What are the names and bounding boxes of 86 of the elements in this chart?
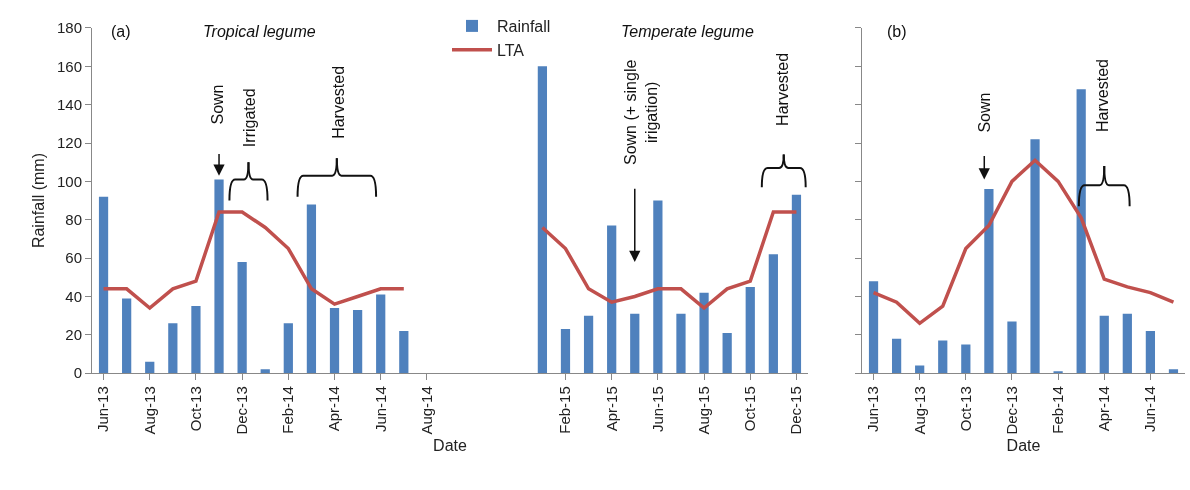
bar [1099, 315, 1109, 374]
bar [306, 204, 317, 374]
bar [868, 281, 879, 374]
y-tick-label: 60 [65, 249, 82, 267]
x-tick-label: Jun-15 [648, 386, 666, 433]
bar [260, 369, 270, 374]
annotation: Harvested [774, 52, 792, 126]
bar [891, 338, 902, 374]
x-tick-label: Jun-14 [1141, 386, 1159, 433]
y-tick-label: 80 [65, 211, 82, 228]
bar [1007, 321, 1017, 374]
bar [537, 66, 548, 374]
x-tick-label: Apr-14 [325, 386, 343, 432]
x-tick-label: Aug-14 [417, 386, 435, 435]
bar [352, 309, 363, 374]
bar [1053, 371, 1063, 374]
x-axis-title: Date [433, 437, 467, 455]
x-tick-label: Aug-15 [694, 386, 712, 435]
bar [745, 286, 755, 374]
y-tick-label: 40 [65, 287, 82, 305]
bar [768, 254, 778, 374]
bar [145, 361, 155, 374]
bar [984, 189, 994, 374]
bar [168, 323, 178, 374]
y-tick-label: 140 [56, 95, 82, 113]
bar [283, 323, 293, 374]
legend-label: LTA [497, 41, 525, 59]
annotation: Sown [975, 92, 993, 133]
y-tick-label: 120 [56, 134, 82, 152]
x-tick-label: Apr-14 [1095, 386, 1113, 432]
y-tick-label: 180 [56, 19, 82, 37]
bar [191, 306, 201, 374]
x-tick-label: Oct-13 [956, 386, 974, 432]
x-tick-label: Dec-13 [1002, 386, 1020, 435]
x-tick-label: Feb-14 [1048, 386, 1066, 434]
bar [560, 329, 571, 374]
bar [653, 200, 663, 374]
x-tick-label: Apr-15 [602, 386, 620, 432]
annotation: Sown [209, 84, 227, 125]
bar [1122, 313, 1132, 374]
annotation: (b) [887, 23, 907, 40]
bar [1030, 139, 1040, 374]
bar [722, 332, 732, 374]
annotation: Sown (+ single irigation) [622, 59, 661, 166]
bar [630, 313, 640, 374]
bar [237, 261, 247, 374]
annotation: (a) [111, 23, 131, 40]
x-axis-title: Date [1006, 437, 1041, 455]
annotation: Temperate legume [621, 23, 754, 40]
y-tick-label: 100 [56, 172, 82, 190]
bar [676, 313, 686, 374]
bar [607, 225, 617, 374]
bar [376, 294, 386, 374]
bar [699, 292, 709, 374]
x-tick-label: Feb-15 [556, 386, 574, 434]
bar [938, 340, 948, 374]
x-tick-label: Dec-15 [787, 386, 805, 435]
x-tick-label: Jun-13 [94, 386, 112, 433]
legend-label: Rainfall [497, 18, 551, 36]
annotation: Irrigated [240, 88, 258, 148]
x-tick-label: Oct-13 [186, 386, 204, 432]
bar [1145, 331, 1156, 374]
bar [329, 307, 340, 374]
bar [583, 315, 594, 374]
bar [399, 331, 409, 374]
x-tick-label: Aug-13 [140, 386, 158, 435]
x-tick-label: Feb-14 [279, 386, 297, 434]
bar [961, 344, 971, 374]
annotation: Tropical legume [203, 23, 316, 40]
annotation: Harvested [330, 65, 348, 139]
y-tick-label: 160 [56, 57, 82, 75]
x-tick-label: Aug-13 [910, 386, 928, 435]
bar [1168, 369, 1179, 374]
annotation: Harvested [1093, 59, 1111, 132]
bar [98, 196, 109, 374]
bar [122, 298, 132, 374]
x-tick-label: Oct-15 [741, 386, 759, 432]
x-tick-label: Jun-13 [864, 386, 882, 433]
bar [791, 194, 802, 374]
x-tick-label: Dec-13 [233, 386, 251, 435]
bar [214, 179, 224, 374]
y-axis-title: Rainfall (mm) [29, 153, 47, 249]
x-tick-label: Jun-14 [371, 386, 389, 433]
y-tick-label: 0 [73, 364, 82, 382]
bar [1076, 89, 1086, 374]
y-tick-label: 20 [65, 326, 82, 344]
